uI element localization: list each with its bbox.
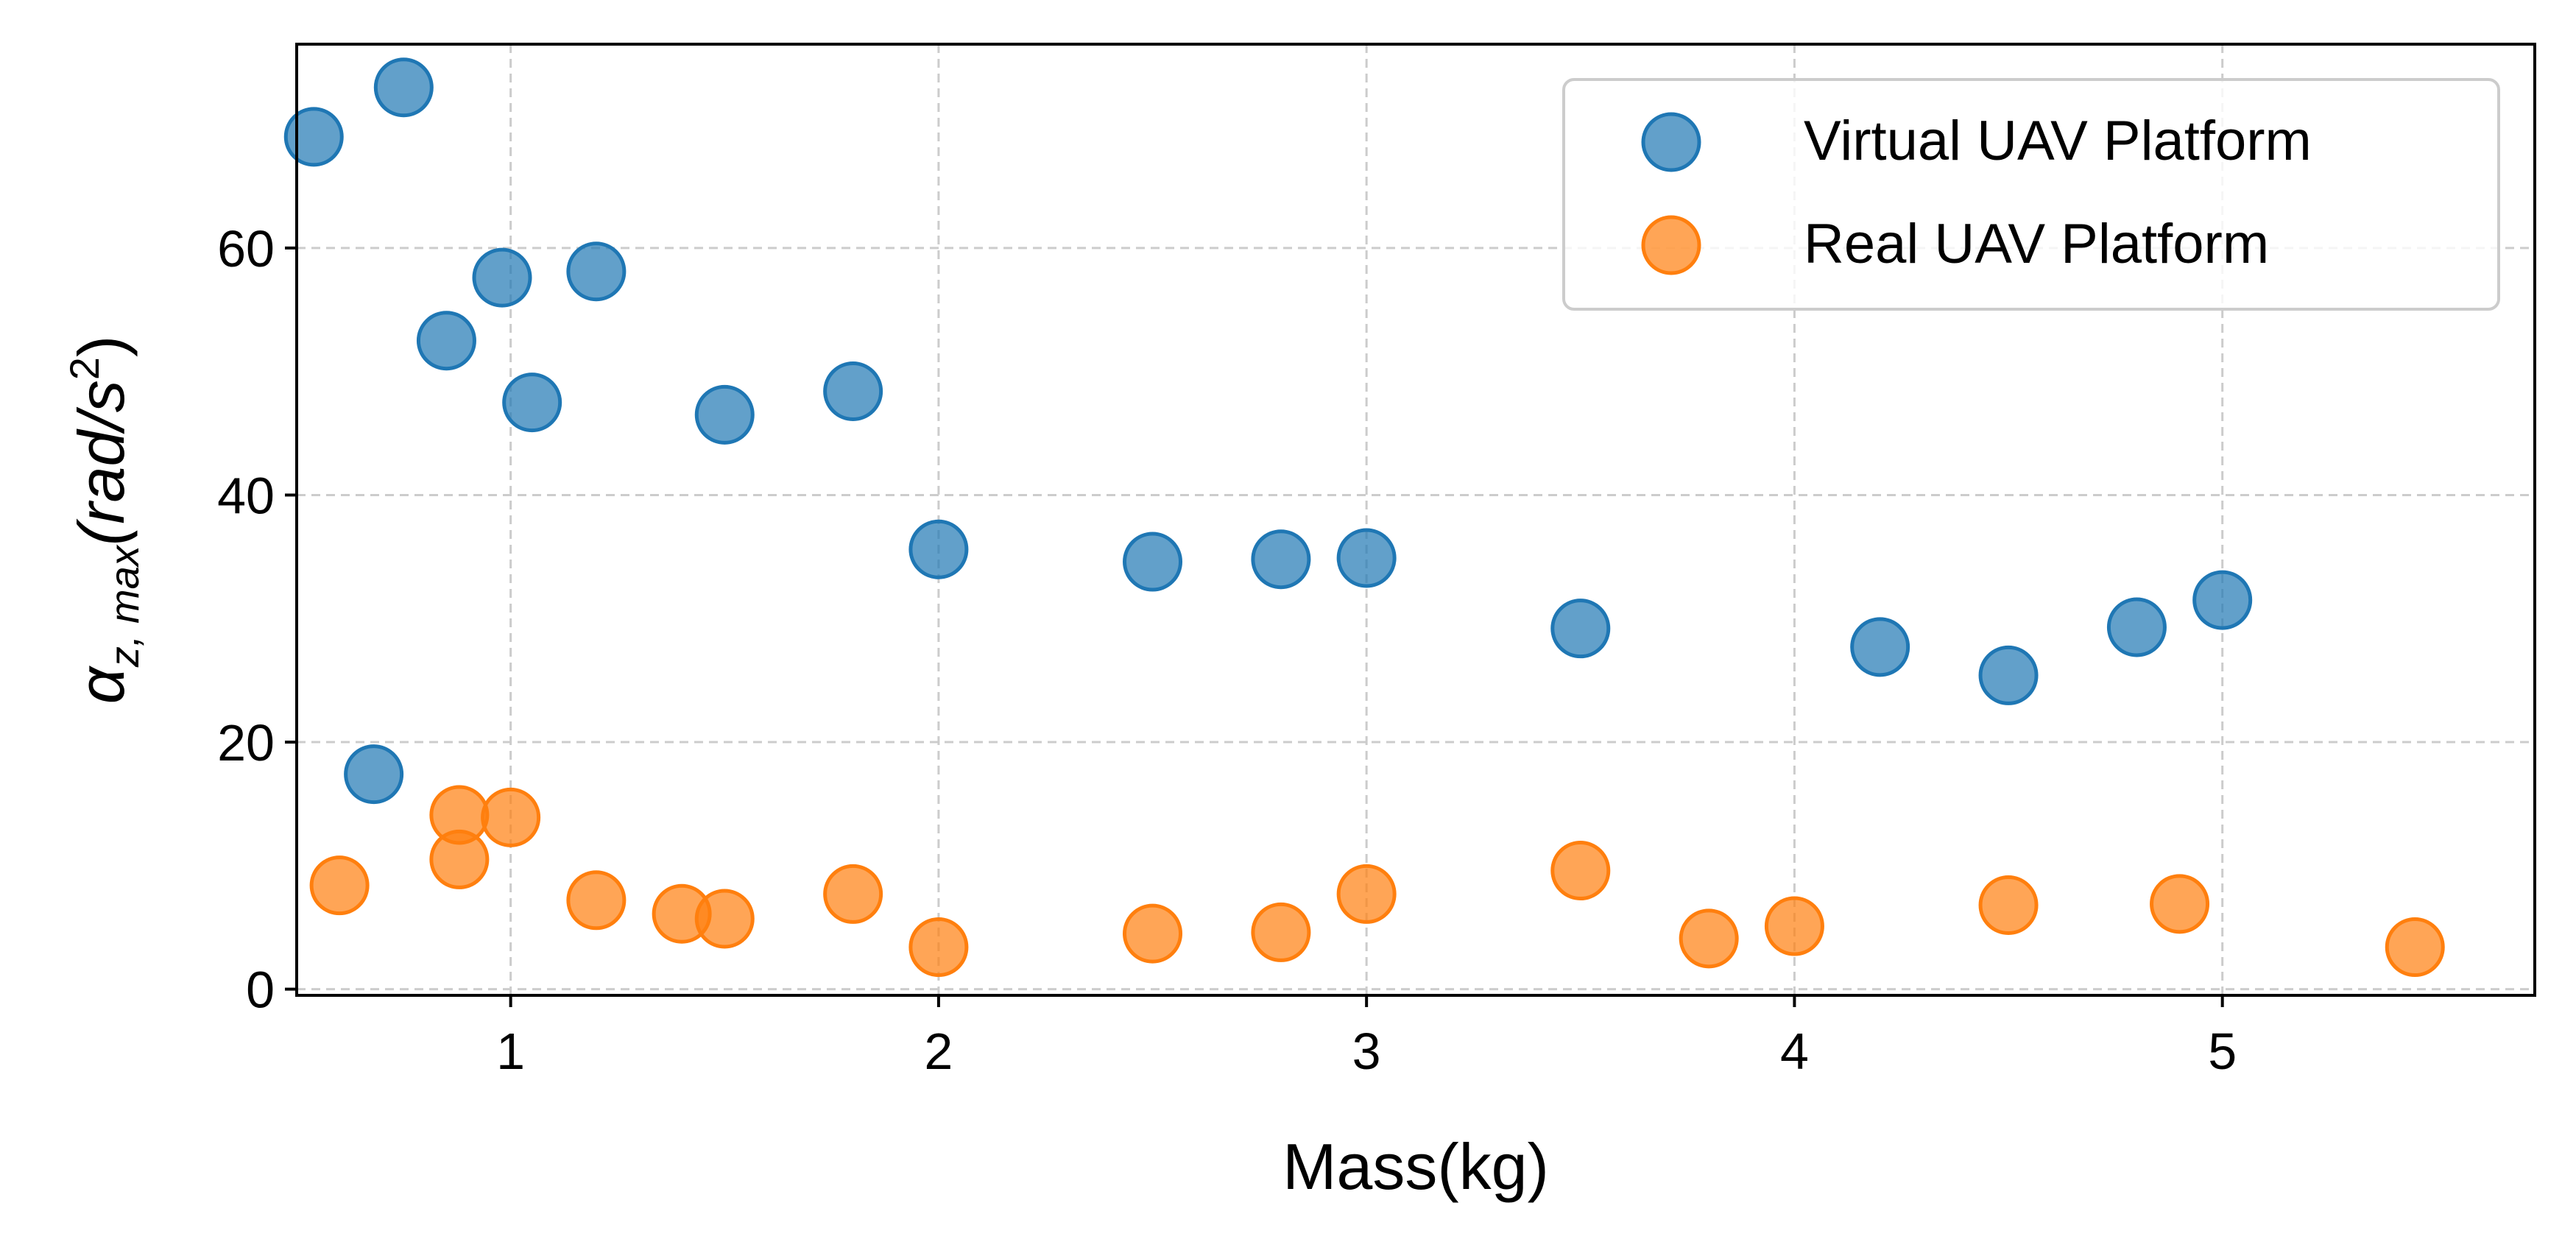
real-uav-point (1251, 902, 1311, 962)
data-points (283, 57, 2445, 978)
virtual-uav-point (1123, 532, 1183, 592)
x-axis-label: Mass(kg) (1282, 1130, 1549, 1203)
real-uav-point (481, 787, 541, 847)
y-axis-close: ) (65, 336, 138, 357)
y-axis-label: αz, max(rad/s2) (61, 336, 147, 705)
real-uav-point (566, 870, 627, 931)
virtual-uav-point (416, 311, 476, 371)
x-tick-label: 1 (496, 1023, 525, 1080)
virtual-uav-point (373, 57, 434, 118)
real-uav-point (2150, 874, 2210, 934)
legend-box (1562, 78, 2500, 311)
real-uav-point (2385, 917, 2445, 978)
real-uav-point (908, 917, 969, 978)
legend-label-real: Real UAV Platform (1804, 213, 2269, 275)
virtual-uav-point (694, 384, 755, 445)
legend-marker-virtual (1641, 112, 1701, 172)
real-uav-point (309, 855, 370, 916)
y-axis-units: (rad/s (65, 380, 138, 546)
y-tick-label: 40 (217, 467, 275, 524)
y-tick-label: 60 (217, 220, 275, 278)
real-uav-point (1679, 908, 1739, 969)
virtual-uav-point (472, 247, 532, 308)
virtual-uav-point (1978, 645, 2039, 705)
real-uav-point (1764, 896, 1824, 956)
virtual-uav-point (566, 241, 627, 302)
legend-marker-real (1641, 215, 1701, 275)
y-axis-power: 2 (61, 357, 107, 380)
virtual-uav-point (908, 519, 969, 579)
x-tick-label: 2 (924, 1023, 953, 1080)
virtual-uav-point (283, 107, 344, 167)
axis-ticks: 1 2 3 4 5 0 20 40 60 (217, 220, 2237, 1080)
virtual-uav-point (2106, 597, 2167, 657)
real-uav-point (1550, 841, 1611, 901)
real-uav-point (1336, 864, 1397, 924)
virtual-uav-point (1850, 617, 1910, 677)
virtual-uav-point (502, 373, 562, 433)
legend: Virtual UAV Platform Real UAV Platform (1562, 78, 2500, 311)
y-axis-symbol: α (65, 665, 138, 704)
plot-frame (295, 43, 2536, 997)
legend-label-virtual: Virtual UAV Platform (1804, 110, 2312, 172)
virtual-uav-point (1251, 529, 1311, 590)
x-tick-label: 3 (1352, 1023, 1381, 1080)
y-axis-subscript: z, max (101, 544, 147, 668)
real-uav-point (1123, 903, 1183, 964)
virtual-uav-point (1336, 528, 1397, 588)
y-tick-label: 0 (246, 961, 275, 1019)
real-uav-point (1978, 875, 2039, 936)
x-tick-label: 5 (2208, 1023, 2237, 1080)
real-uav-point (694, 889, 755, 949)
real-uav-point (429, 829, 490, 889)
virtual-uav-point (1550, 599, 1611, 659)
x-tick-label: 4 (1780, 1023, 1809, 1080)
y-tick-label: 20 (217, 714, 275, 772)
virtual-uav-point (2192, 570, 2253, 630)
virtual-uav-point (344, 744, 404, 805)
real-uav-point (823, 864, 883, 924)
virtual-uav-point (823, 361, 883, 421)
